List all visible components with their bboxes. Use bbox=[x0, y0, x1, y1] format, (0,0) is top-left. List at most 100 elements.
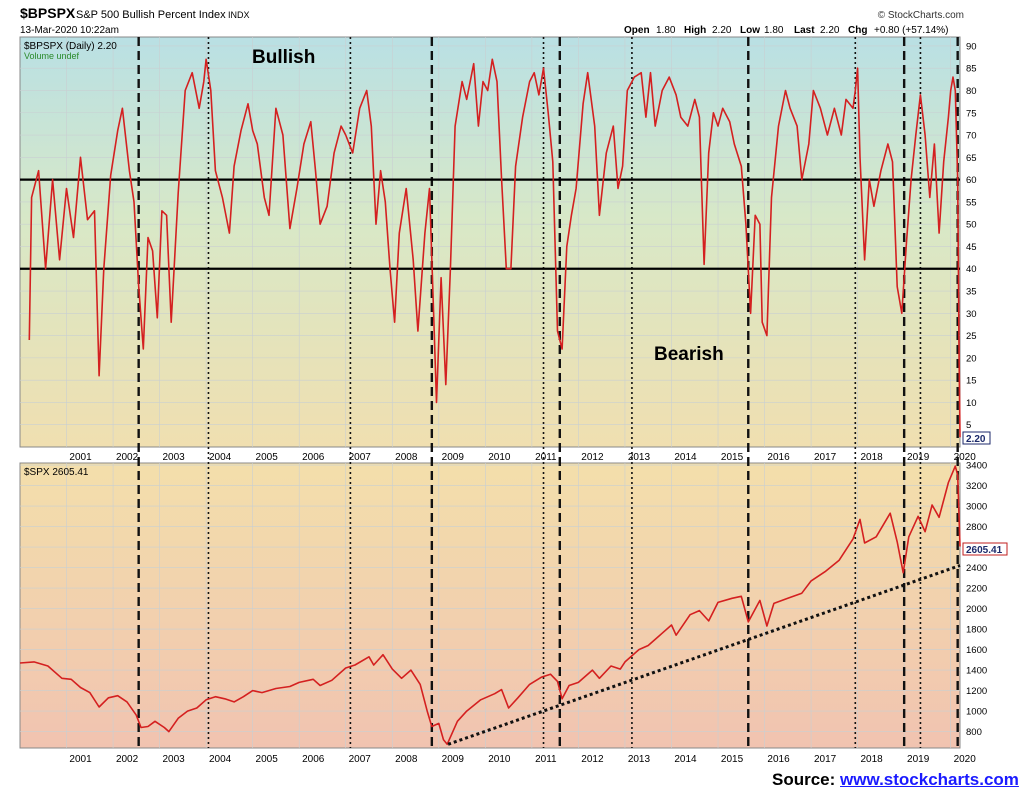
brand-label: © StockCharts.com bbox=[878, 10, 964, 21]
top-x-tick-label: 2001 bbox=[69, 452, 92, 463]
open-value: 1.80 bbox=[656, 25, 676, 36]
bullish-label: Bullish bbox=[252, 47, 315, 68]
chart-date: 13-Mar-2020 10:22am bbox=[20, 25, 119, 36]
bottom-x-tick-label: 2002 bbox=[116, 754, 139, 765]
top-x-tick-label: 2012 bbox=[581, 452, 604, 463]
top-y-tick-label: 25 bbox=[966, 331, 977, 342]
low-value: 1.80 bbox=[764, 25, 784, 36]
top-x-tick-label: 2020 bbox=[954, 452, 977, 463]
top-y-tick-label: 35 bbox=[966, 287, 977, 298]
bottom-x-tick-label: 2020 bbox=[954, 754, 977, 765]
high-label: High bbox=[684, 25, 706, 36]
top-x-tick-label: 2014 bbox=[674, 452, 697, 463]
bottom-x-tick-label: 2011 bbox=[535, 754, 557, 765]
bottom-x-tick-label: 2016 bbox=[767, 754, 790, 765]
bottom-x-tick-label: 2008 bbox=[395, 754, 418, 765]
top-y-tick-label: 70 bbox=[966, 131, 977, 142]
bottom-x-tick-label: 2006 bbox=[302, 754, 325, 765]
top-y-tick-label: 30 bbox=[966, 309, 977, 320]
bottom-y-tick-label: 1400 bbox=[966, 666, 987, 677]
top-x-tick-label: 2010 bbox=[488, 452, 511, 463]
top-y-tick-label: 75 bbox=[966, 108, 977, 119]
bottom-x-tick-label: 2017 bbox=[814, 754, 837, 765]
bottom-last-tag-box bbox=[962, 542, 1008, 556]
top-x-tick-label: 2006 bbox=[302, 452, 325, 463]
last-value: 2.20 bbox=[820, 25, 840, 36]
top-x-tick-label: 2017 bbox=[814, 452, 837, 463]
top-x-tick-label: 2007 bbox=[349, 452, 372, 463]
chg-value: +0.80 (+57.14%) bbox=[874, 25, 949, 36]
bottom-x-tick-label: 2013 bbox=[628, 754, 651, 765]
bottom-y-tick-label: 800 bbox=[966, 727, 982, 738]
bottom-x-tick-label: 2004 bbox=[209, 754, 232, 765]
last-label: Last bbox=[794, 25, 815, 36]
bottom-y-tick-label: 1600 bbox=[966, 645, 987, 656]
top-y-tick-label: 65 bbox=[966, 153, 977, 164]
top-y-tick-label: 85 bbox=[966, 64, 977, 75]
top-x-tick-label: 2019 bbox=[907, 452, 930, 463]
bottom-y-tick-label: 2800 bbox=[966, 522, 987, 533]
top-y-tick-label: 55 bbox=[966, 197, 977, 208]
bottom-legend: $SPX 2605.41 bbox=[24, 467, 89, 478]
bottom-x-tick-label: 2007 bbox=[349, 754, 372, 765]
bottom-x-tick-label: 2015 bbox=[721, 754, 744, 765]
top-last-tag: 2.20 bbox=[966, 434, 986, 445]
bottom-x-tick-label: 2018 bbox=[860, 754, 883, 765]
top-y-tick-label: 60 bbox=[966, 175, 977, 186]
top-x-tick-label: 2004 bbox=[209, 452, 232, 463]
bottom-x-axis: 2001 2002 2003 2004 2005 2006 2007 2008 2009 2010… bbox=[69, 754, 976, 765]
top-x-tick-label: 2003 bbox=[162, 452, 185, 463]
top-y-tick-label: 20 bbox=[966, 353, 977, 364]
support-trendline bbox=[447, 564, 961, 746]
chg-label: Chg bbox=[848, 25, 867, 36]
top-y-tick-label: 45 bbox=[966, 242, 977, 253]
chart-symbol: $BPSPX bbox=[20, 5, 76, 21]
bottom-y-tick-label: 1800 bbox=[966, 625, 987, 636]
bottom-x-tick-label: 2003 bbox=[162, 754, 185, 765]
top-x-tick-label: 2005 bbox=[256, 452, 279, 463]
bottom-x-tick-label: 2001 bbox=[69, 754, 92, 765]
source-credit: Source: www.stockcharts.com bbox=[772, 770, 1019, 790]
bottom-x-tick-label: 2019 bbox=[907, 754, 930, 765]
top-x-tick-label: 2008 bbox=[395, 452, 418, 463]
bottom-panel bbox=[19, 462, 961, 749]
top-x-tick-label: 2013 bbox=[628, 452, 651, 463]
open-label: Open bbox=[624, 25, 650, 36]
bottom-y-axis: 8001000120014001600180020002200240026002… bbox=[966, 461, 987, 739]
top-x-tick-label: 2009 bbox=[442, 452, 465, 463]
bottom-series-line bbox=[19, 465, 961, 746]
bottom-y-tick-label: 3400 bbox=[966, 461, 987, 472]
top-y-tick-label: 50 bbox=[966, 220, 977, 231]
bottom-x-tick-label: 2014 bbox=[674, 754, 697, 765]
top-y-axis: 5 10 15 20 25 30 35 40 45 50 55 60 65 70 75 80 85 90 bbox=[966, 41, 977, 431]
top-x-tick-label: 2002 bbox=[116, 452, 139, 463]
bottom-x-tick-label: 2010 bbox=[488, 754, 511, 765]
bottom-x-tick-label: 2009 bbox=[442, 754, 465, 765]
bottom-x-tick-label: 2005 bbox=[256, 754, 279, 765]
bearish-label: Bearish bbox=[654, 344, 724, 365]
top-panel bbox=[19, 36, 961, 448]
source-label: Source: bbox=[772, 770, 836, 789]
top-x-tick-label: 2016 bbox=[767, 452, 790, 463]
top-y-tick-label: 40 bbox=[966, 264, 977, 275]
ohlc-readout: Open 1.80 High 2.20 Low 1.80 Last 2.20 C… bbox=[624, 25, 949, 36]
top-x-tick-label: 2015 bbox=[721, 452, 744, 463]
bottom-y-tick-label: 2000 bbox=[966, 604, 987, 615]
bottom-y-tick-label: 2200 bbox=[966, 584, 987, 595]
top-y-tick-label: 80 bbox=[966, 86, 977, 97]
bottom-y-tick-label: 2400 bbox=[966, 563, 987, 574]
top-legend: $BPSPX (Daily) 2.20 bbox=[24, 41, 117, 52]
bottom-y-tick-label: 3200 bbox=[966, 481, 987, 492]
bottom-x-tick-label: 2012 bbox=[581, 754, 604, 765]
threshold-lines bbox=[20, 178, 960, 270]
top-y-tick-label: 15 bbox=[966, 376, 977, 387]
bottom-y-tick-label: 1000 bbox=[966, 707, 987, 718]
source-link[interactable]: www.stockcharts.com bbox=[840, 770, 1019, 789]
high-value: 2.20 bbox=[712, 25, 732, 36]
top-x-tick-label: 2011 bbox=[535, 452, 557, 463]
low-label: Low bbox=[740, 25, 760, 36]
top-last-tag-box bbox=[962, 431, 991, 445]
top-series-line bbox=[28, 58, 961, 438]
chart-exchange: INDX bbox=[228, 10, 250, 20]
